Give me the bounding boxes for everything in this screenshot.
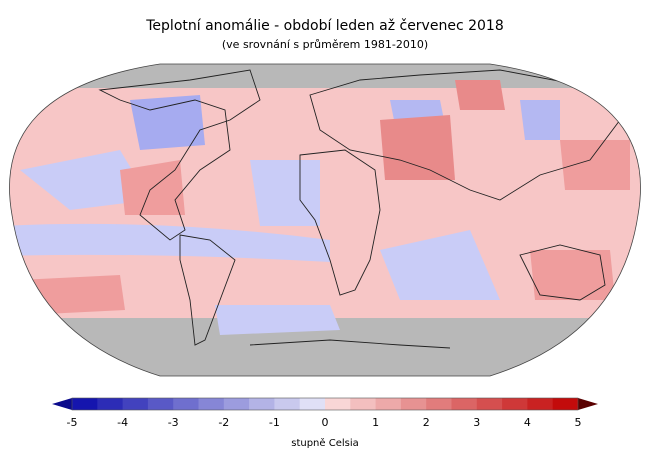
legend-border: [71, 397, 579, 411]
legend-tick-label: 3: [473, 416, 480, 429]
africa-outline: [299, 149, 381, 296]
legend-swatch: [223, 398, 250, 410]
legend-tick-label: -3: [168, 416, 179, 429]
legend-swatch: [72, 398, 98, 410]
legend-swatch: [325, 398, 351, 410]
legend-unit-label: stupně Celsia: [291, 438, 359, 449]
legend-swatch: [173, 398, 199, 410]
legend-swatch: [527, 398, 554, 410]
legend-swatch: [400, 398, 427, 410]
legend-swatch: [299, 398, 326, 410]
legend-swatch: [147, 398, 174, 410]
legend-tick-label: 4: [524, 416, 531, 429]
legend-tick-label: -2: [218, 416, 229, 429]
legend-swatch: [350, 398, 377, 410]
cool-east-siberia: [520, 100, 560, 140]
legend-swatch: [97, 398, 124, 410]
map-title: Teplotní anomálie - období leden až červ…: [146, 18, 504, 34]
cool-pacific-north: [20, 150, 150, 210]
legend-tick-label: -5: [67, 416, 78, 429]
legend-arrow-cold: [52, 398, 72, 410]
legend-swatch: [451, 398, 478, 410]
globe-border: [9, 63, 641, 377]
legend-swatch: [249, 398, 275, 410]
legend-tick-label: 2: [423, 416, 430, 429]
eurasia-outline: [309, 69, 621, 201]
antarctica-outline: [249, 339, 451, 349]
north-america-outline: [98, 69, 261, 241]
legend-tick-label: 5: [575, 416, 582, 429]
cool-atlantic-east: [250, 160, 320, 226]
legend-swatch: [375, 398, 402, 410]
legend-swatch: [274, 398, 301, 410]
warm-europe-mideast: [380, 115, 455, 180]
legend-tick-label: 1: [372, 416, 379, 429]
south-america-outline: [179, 234, 236, 346]
map-subtitle: (ve srovnání s průměrem 1981-2010): [221, 38, 429, 51]
legend-swatch: [502, 398, 528, 410]
legend-swatch: [552, 398, 579, 410]
legend-swatch: [122, 398, 149, 410]
legend-swatch: [476, 398, 503, 410]
coastlines: [98, 69, 621, 349]
legend-swatch: [426, 398, 452, 410]
warm-siberia: [455, 80, 505, 110]
warm-north-pacific: [560, 140, 630, 190]
cool-south-atlantic: [215, 305, 340, 335]
legend-tick-label: -4: [117, 416, 128, 429]
warm-australia: [530, 250, 615, 300]
legend-swatch: [198, 398, 225, 410]
cool-indian-ocean: [380, 230, 500, 300]
cool-north-america: [130, 95, 205, 150]
legend-arrow-warm: [578, 398, 598, 410]
australia-outline: [519, 244, 606, 301]
legend-tick-label: 0: [322, 416, 329, 429]
legend-tick-label: -1: [269, 416, 280, 429]
cool-band-south-pacific: [9, 223, 330, 262]
